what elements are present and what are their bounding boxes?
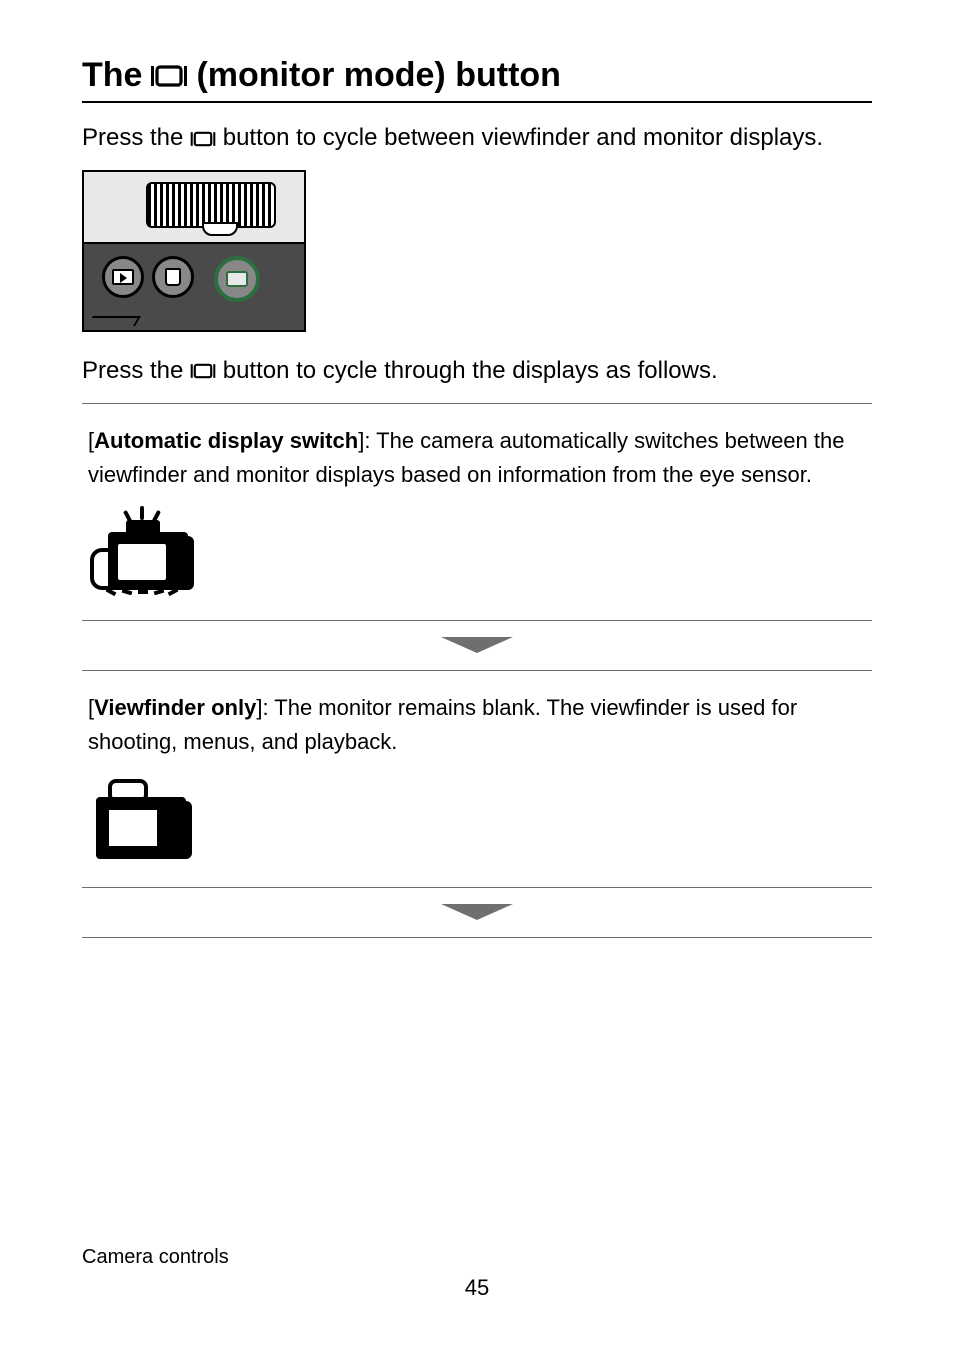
mode-section: [Automatic display switch]: The camera a…: [82, 403, 872, 620]
mode-section: [Viewfinder only]: The monitor remains b…: [82, 670, 872, 887]
cycle-prefix: Press the: [82, 357, 190, 384]
down-arrow-icon: [82, 888, 872, 937]
cycle-suffix: button to cycle through the displays as …: [216, 357, 718, 384]
page-footer: Camera controls 45: [82, 1246, 872, 1301]
manual-page: The (monitor mode) button Press the butt…: [0, 0, 954, 1345]
camera-top-illustration: [82, 170, 306, 332]
title-prefix: The: [82, 56, 142, 95]
down-arrow-icon: [82, 621, 872, 670]
monitor-mode-icon: [150, 63, 188, 89]
monitor-mode-button-icon: [214, 256, 260, 302]
mode-description: [Viewfinder only]: The monitor remains b…: [82, 691, 872, 773]
mode-label: Automatic display switch: [94, 428, 358, 453]
section-divider: [82, 937, 872, 938]
auto-switch-icon: [88, 506, 194, 598]
title-suffix: (monitor mode) button: [196, 56, 560, 95]
cycle-text: Press the button to cycle through the di…: [82, 354, 872, 389]
monitor-mode-icon: [190, 130, 216, 148]
playback-button-icon: [102, 256, 144, 298]
footer-section-label: Camera controls: [82, 1246, 872, 1269]
intro-text: Press the button to cycle between viewfi…: [82, 121, 872, 156]
intro-prefix: Press the: [82, 124, 190, 151]
monitor-mode-icon: [190, 362, 216, 380]
delete-button-icon: [152, 256, 194, 298]
page-number: 45: [82, 1275, 872, 1301]
mode-label: Viewfinder only: [94, 695, 256, 720]
page-title: The (monitor mode) button: [82, 56, 872, 103]
viewfinder-only-icon: [88, 773, 194, 865]
mode-description: [Automatic display switch]: The camera a…: [82, 424, 872, 506]
intro-suffix: button to cycle between viewfinder and m…: [216, 124, 823, 151]
